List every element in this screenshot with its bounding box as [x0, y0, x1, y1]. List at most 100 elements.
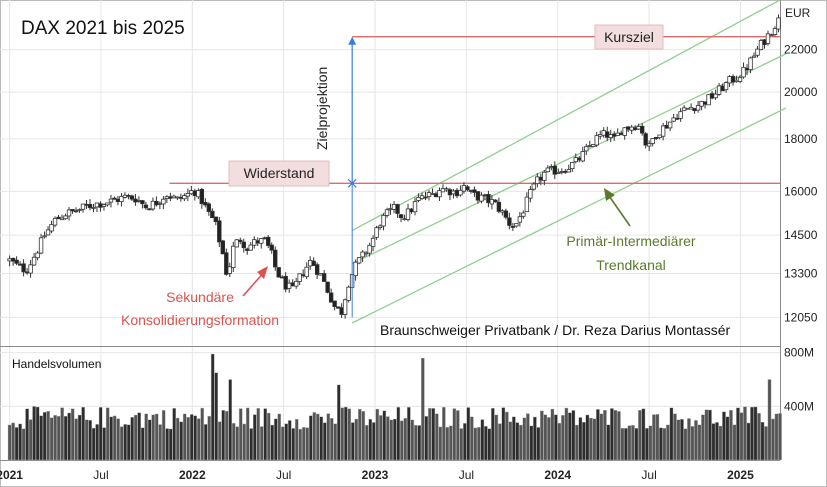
candle-body [503, 210, 509, 218]
volume-bar [336, 384, 341, 461]
candle-body [335, 306, 341, 309]
candle-body [255, 240, 260, 244]
volume-bar [526, 413, 530, 461]
volume-bar [256, 408, 261, 461]
volume-bar [764, 426, 768, 461]
volume-bar [347, 408, 352, 461]
candle-body [101, 204, 107, 207]
volume-bar [393, 418, 397, 461]
candle-body [112, 197, 117, 200]
candle-body [730, 75, 736, 83]
volume-bar [676, 419, 681, 461]
candle-body [510, 226, 516, 228]
candle-body [598, 134, 603, 137]
price-tick-label: 18000 [784, 132, 818, 146]
volume-bar [32, 406, 36, 461]
volume-bar [98, 407, 103, 461]
candle-body [164, 196, 170, 200]
volume-bar [536, 427, 541, 461]
volume-bar [652, 414, 656, 461]
volume-bar [561, 415, 565, 461]
candle-body [542, 171, 547, 181]
candle-body [370, 237, 376, 247]
candle-body [129, 195, 135, 200]
candle-body [122, 194, 128, 198]
candle-body [70, 208, 75, 212]
candle-body [751, 55, 757, 58]
candle-body [716, 85, 722, 95]
volume-bar [442, 406, 446, 461]
candle-body [748, 57, 753, 71]
candle-body [143, 204, 149, 209]
volume-bar [410, 419, 415, 461]
volume-tick-label: 800M [784, 346, 814, 360]
volume-bar [119, 426, 124, 461]
volume-bar [711, 423, 716, 461]
volume-bar [46, 411, 50, 461]
volume-bar [207, 415, 212, 461]
candle-body [657, 134, 662, 139]
volume-bar [715, 422, 719, 461]
volume-bar [235, 426, 240, 461]
candle-body [769, 34, 774, 37]
volume-bar [228, 379, 233, 461]
volume-bar [49, 417, 54, 461]
volume-bar [557, 422, 562, 461]
volume-bar [757, 412, 761, 461]
candle-body [430, 193, 435, 195]
volume-bar [259, 426, 264, 461]
volume-bar [147, 419, 152, 461]
volume-bar [301, 427, 306, 461]
candle-body [587, 145, 592, 147]
candle-body [381, 214, 386, 227]
volume-bar [203, 424, 208, 461]
volume-bar [606, 424, 611, 461]
volume-bar [771, 418, 775, 461]
candle-body [353, 261, 358, 277]
candle-body [412, 201, 418, 213]
volume-bar [627, 425, 632, 461]
volume-bar [512, 416, 516, 461]
volume-bar [354, 418, 359, 461]
volume-bar [88, 419, 92, 461]
volume-bar [452, 408, 457, 461]
candle-body [262, 237, 267, 240]
candle-body [601, 130, 606, 136]
candle-body [356, 257, 362, 264]
candle-body [248, 244, 253, 251]
candle-body [342, 299, 348, 315]
volume-bar [669, 407, 674, 461]
candle-body [136, 200, 142, 202]
volume-bar [491, 408, 495, 461]
volume-bar [466, 407, 471, 461]
candle-body [636, 126, 641, 130]
candle-body [31, 256, 37, 266]
candle-body [426, 192, 432, 197]
volume-bar [287, 420, 292, 461]
trendkanal-label-line2: Trendkanal [596, 257, 666, 273]
candle-body [535, 176, 540, 185]
volume-bar [91, 427, 96, 461]
volume-bar [273, 418, 278, 461]
sekundaer-arrow-head [257, 266, 268, 279]
volume-bar [449, 425, 453, 461]
volume-bar [564, 407, 569, 461]
candle-body [507, 217, 512, 226]
volume-bar [736, 407, 740, 461]
volume-bar [53, 415, 57, 461]
time-tick-labels: 2021 Jul 2022 Jul 2023 Jul 2024 Jul 2025 [0, 468, 754, 482]
volume-bar [193, 415, 198, 461]
volume-bar [56, 415, 61, 461]
volume-bar [112, 415, 117, 461]
candle-body [384, 209, 390, 216]
volume-bar [778, 413, 782, 461]
candle-body [59, 217, 65, 221]
sekundaer-label-line2: Konsolidierungsformation [121, 312, 279, 328]
candle-body [608, 134, 613, 139]
candle-body [213, 216, 219, 223]
volume-bar [568, 412, 572, 461]
candle-body [577, 157, 582, 161]
candle-body [559, 171, 564, 173]
candle-body [374, 227, 379, 238]
zielprojektion-arrowhead [348, 36, 357, 45]
